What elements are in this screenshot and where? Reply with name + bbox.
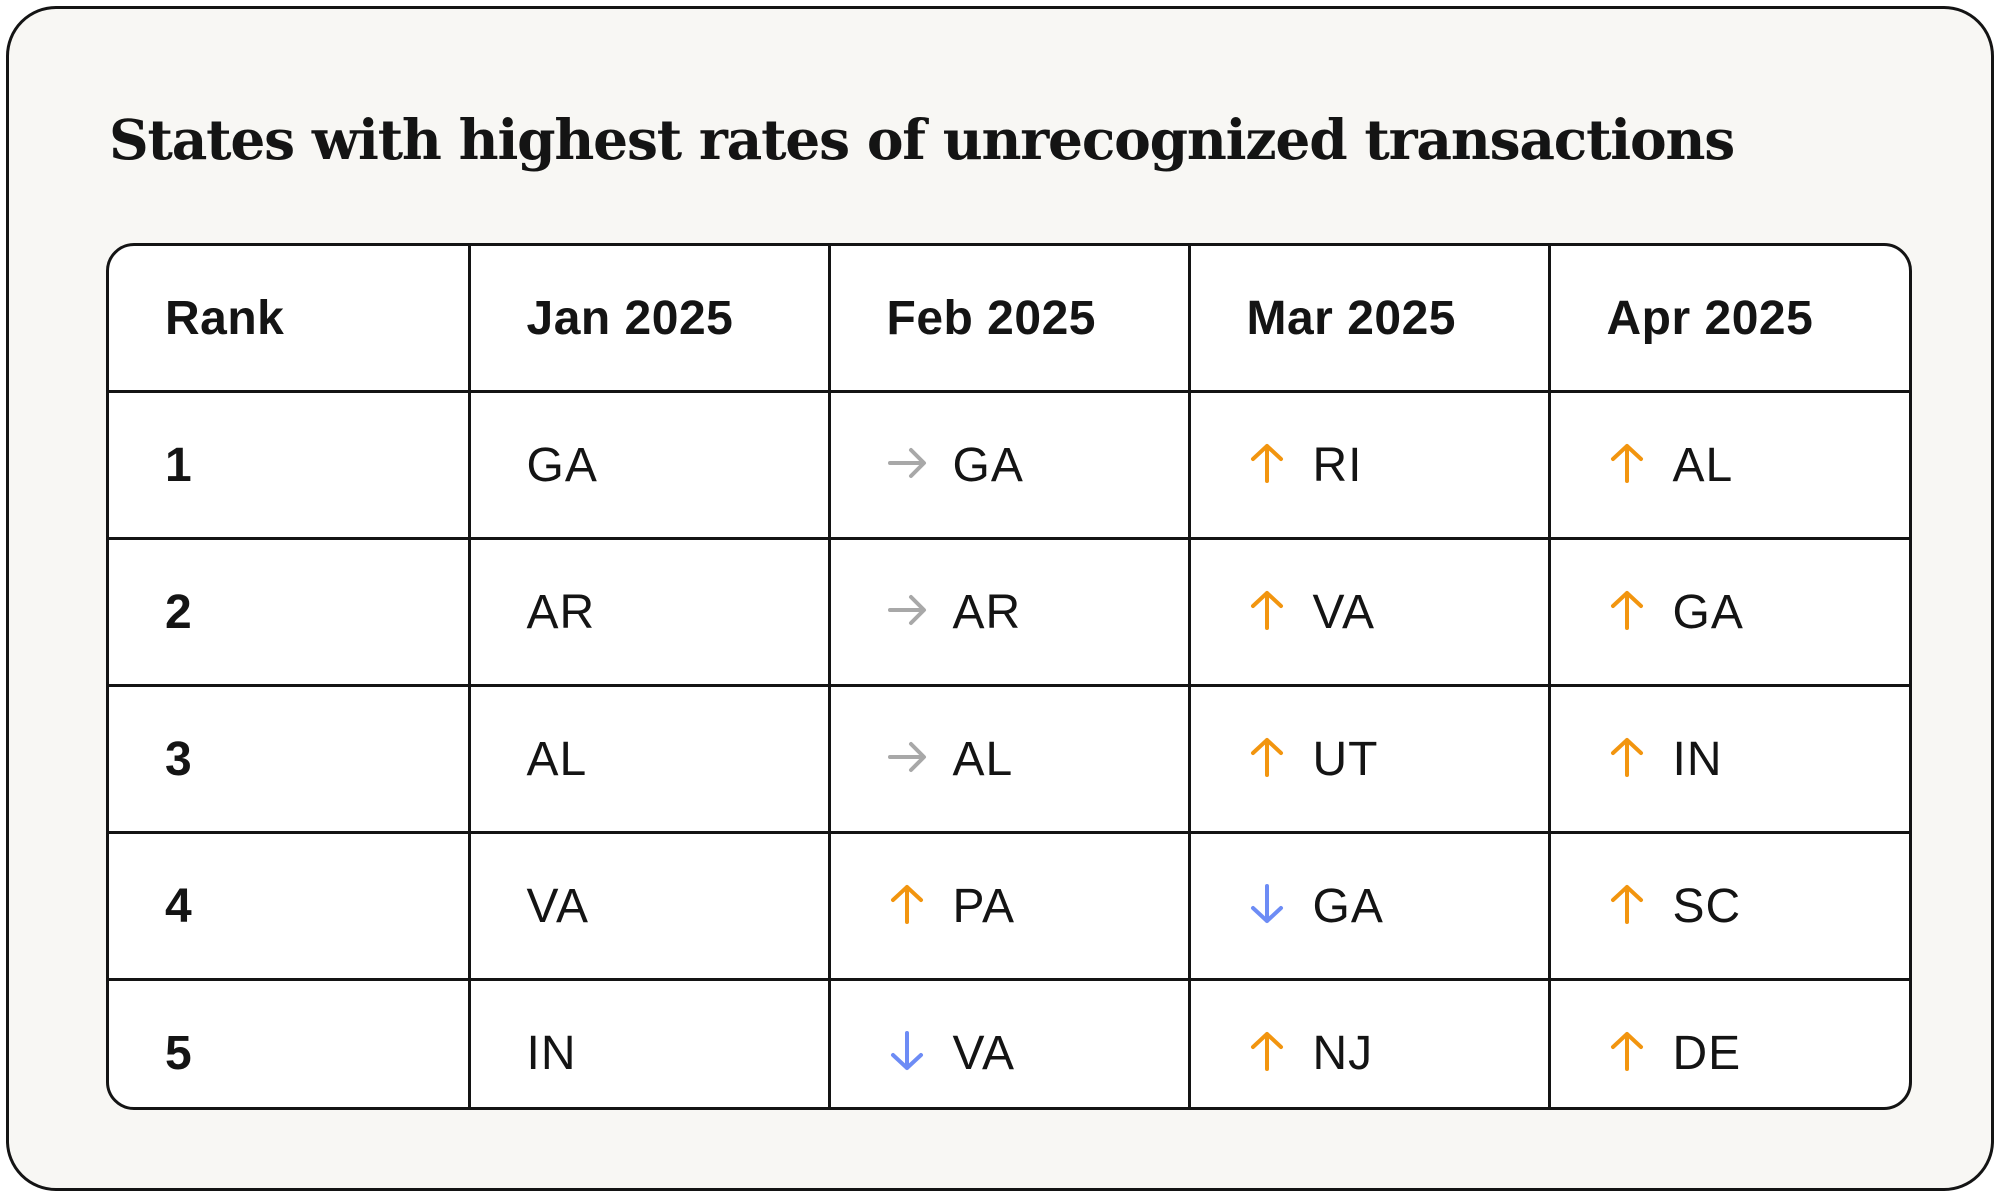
state-cell-apr-2025: SC [1547,831,1909,981]
table-row: 5 IN VA NJ DE [109,978,1909,1107]
column-header-rank: Rank [109,246,471,393]
rank-cell: 3 [109,684,471,834]
arrow-up-icon [1247,441,1287,485]
arrow-up-icon [1607,588,1647,632]
column-header-apr-2025: Apr 2025 [1547,246,1909,393]
state-cell-mar-2025: NJ [1187,978,1551,1107]
state-cell-jan-2025: AR [467,537,831,687]
state-label: AR [526,585,596,639]
arrow-up-icon [887,882,927,926]
arrow-up-icon [1607,1029,1647,1073]
state-cell-feb-2025: AR [827,537,1191,687]
state-cell-jan-2025: AL [467,684,831,834]
arrow-up-icon [1247,588,1287,632]
rank-cell: 4 [109,831,471,981]
arrow-up-icon [1607,441,1647,485]
column-header-mar-2025: Mar 2025 [1187,246,1551,393]
state-label: AR [952,585,1022,639]
table-row: 1 GA GA RI AL [109,390,1909,540]
state-label: RI [1312,438,1363,492]
rank-cell: 1 [109,390,471,540]
state-cell-jan-2025: IN [467,978,831,1107]
state-cell-apr-2025: IN [1547,684,1909,834]
arrow-right-icon [887,735,927,779]
state-label: NJ [1312,1026,1374,1080]
chart-title: States with highest rates of unrecognize… [109,107,1735,172]
state-label: PA [952,879,1015,933]
state-label: IN [526,1026,577,1080]
state-label: VA [952,1026,1015,1080]
table-row: 4 VA PA GA SC [109,831,1909,981]
state-cell-feb-2025: AL [827,684,1191,834]
header-row: Rank Jan 2025 Feb 2025 Mar 2025 Apr 2025 [109,246,1909,393]
state-label: GA [1672,585,1744,639]
arrow-down-icon [887,1029,927,1073]
state-label: VA [1312,585,1375,639]
state-label: GA [526,438,598,492]
state-label: VA [526,879,589,933]
state-label: GA [1312,879,1384,933]
state-label: AL [526,732,588,786]
rankings-table: Rank Jan 2025 Feb 2025 Mar 2025 Apr 2025… [109,246,1909,1107]
rank-cell: 5 [109,978,471,1107]
arrow-up-icon [1247,1029,1287,1073]
state-label: SC [1672,879,1742,933]
arrow-up-icon [1607,882,1647,926]
state-label: AL [952,732,1014,786]
arrow-right-icon [887,588,927,632]
rankings-table-container: Rank Jan 2025 Feb 2025 Mar 2025 Apr 2025… [106,243,1912,1110]
table-row: 2 AR AR VA GA [109,537,1909,687]
state-cell-apr-2025: DE [1547,978,1909,1107]
state-cell-jan-2025: VA [467,831,831,981]
table-row: 3 AL AL UT IN [109,684,1909,834]
column-header-feb-2025: Feb 2025 [827,246,1191,393]
state-cell-apr-2025: AL [1547,390,1909,540]
chart-card: States with highest rates of unrecognize… [6,6,1994,1191]
arrow-right-icon [887,441,927,485]
state-cell-jan-2025: GA [467,390,831,540]
table-body: 1 GA GA RI AL 2 AR AR VA GA 3 AL AL UT IN 4 VA PA GA SC 5 IN V… [109,390,1909,1107]
state-label: UT [1312,732,1379,786]
column-header-jan-2025: Jan 2025 [467,246,831,393]
state-cell-feb-2025: PA [827,831,1191,981]
arrow-up-icon [1607,735,1647,779]
state-label: GA [952,438,1024,492]
state-label: IN [1672,732,1723,786]
state-cell-mar-2025: UT [1187,684,1551,834]
state-label: DE [1672,1026,1742,1080]
state-cell-mar-2025: VA [1187,537,1551,687]
arrow-down-icon [1247,882,1287,926]
state-cell-mar-2025: RI [1187,390,1551,540]
rank-cell: 2 [109,537,471,687]
state-label: AL [1672,438,1734,492]
state-cell-feb-2025: VA [827,978,1191,1107]
state-cell-feb-2025: GA [827,390,1191,540]
arrow-up-icon [1247,735,1287,779]
state-cell-mar-2025: GA [1187,831,1551,981]
state-cell-apr-2025: GA [1547,537,1909,687]
